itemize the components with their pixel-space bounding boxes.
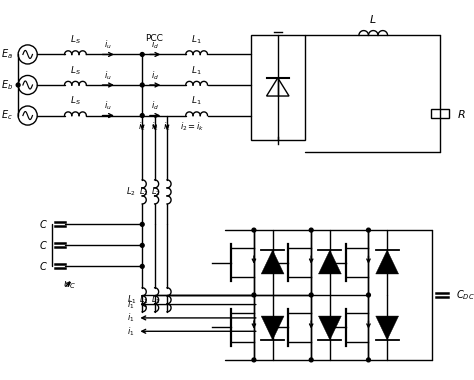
Text: $i_d$: $i_d$ bbox=[151, 100, 159, 112]
Circle shape bbox=[140, 264, 144, 268]
Bar bbox=[251, 35, 304, 140]
Text: $E_a$: $E_a$ bbox=[1, 48, 13, 61]
Text: $L_1$: $L_1$ bbox=[151, 293, 161, 306]
Circle shape bbox=[366, 293, 370, 297]
Polygon shape bbox=[261, 316, 284, 340]
Text: $i_2 = i_k$: $i_2 = i_k$ bbox=[181, 120, 205, 133]
Circle shape bbox=[252, 228, 256, 232]
Text: $L_S$: $L_S$ bbox=[70, 95, 81, 107]
Circle shape bbox=[140, 83, 144, 87]
Text: $i_d$: $i_d$ bbox=[151, 69, 159, 82]
Text: $L_1$: $L_1$ bbox=[191, 33, 202, 46]
Text: $L_2$: $L_2$ bbox=[127, 186, 137, 198]
Text: $R$: $R$ bbox=[457, 108, 466, 120]
Circle shape bbox=[140, 244, 144, 247]
Text: $E_c$: $E_c$ bbox=[1, 109, 13, 122]
Text: $L_S$: $L_S$ bbox=[70, 33, 81, 46]
Circle shape bbox=[366, 228, 370, 232]
Text: $L_1$: $L_1$ bbox=[191, 95, 202, 107]
Text: $L_S$: $L_S$ bbox=[70, 64, 81, 77]
Bar bbox=[431, 109, 449, 119]
Text: $i_1$: $i_1$ bbox=[127, 325, 135, 337]
Circle shape bbox=[140, 52, 144, 56]
Text: $C_{DC}$: $C_{DC}$ bbox=[456, 288, 474, 302]
Text: $i_2$: $i_2$ bbox=[164, 120, 171, 133]
Text: $C$: $C$ bbox=[39, 218, 48, 230]
Text: $i_u$: $i_u$ bbox=[104, 100, 112, 112]
Text: $i_2$: $i_2$ bbox=[138, 120, 146, 133]
Text: $i_1$: $i_1$ bbox=[127, 312, 135, 324]
Text: $E_b$: $E_b$ bbox=[0, 78, 13, 92]
Text: $L_1$: $L_1$ bbox=[191, 64, 202, 77]
Circle shape bbox=[366, 358, 370, 362]
Text: $i_d$: $i_d$ bbox=[151, 39, 159, 51]
Text: $i_u$: $i_u$ bbox=[104, 69, 112, 82]
Text: $L_1$: $L_1$ bbox=[139, 293, 149, 306]
Circle shape bbox=[310, 358, 313, 362]
Circle shape bbox=[252, 358, 256, 362]
Polygon shape bbox=[261, 250, 284, 274]
Circle shape bbox=[252, 293, 256, 297]
Text: $C$: $C$ bbox=[39, 260, 48, 272]
Text: $C$: $C$ bbox=[39, 239, 48, 251]
Text: $u_C$: $u_C$ bbox=[63, 279, 76, 291]
Text: $L_2$: $L_2$ bbox=[139, 186, 149, 198]
Text: PCC: PCC bbox=[145, 34, 163, 43]
Circle shape bbox=[310, 228, 313, 232]
Circle shape bbox=[140, 222, 144, 226]
Polygon shape bbox=[376, 250, 399, 274]
Polygon shape bbox=[319, 316, 341, 340]
Text: $L$: $L$ bbox=[369, 13, 377, 25]
Circle shape bbox=[140, 114, 144, 117]
Circle shape bbox=[310, 293, 313, 297]
Text: $L_1$: $L_1$ bbox=[127, 293, 137, 306]
Polygon shape bbox=[376, 316, 399, 340]
Circle shape bbox=[16, 83, 20, 87]
Polygon shape bbox=[319, 250, 341, 274]
Text: $i_1$: $i_1$ bbox=[127, 298, 135, 311]
Text: $i_2$: $i_2$ bbox=[151, 120, 158, 133]
Text: $i_u$: $i_u$ bbox=[104, 39, 112, 51]
Text: $L_2$: $L_2$ bbox=[151, 186, 161, 198]
